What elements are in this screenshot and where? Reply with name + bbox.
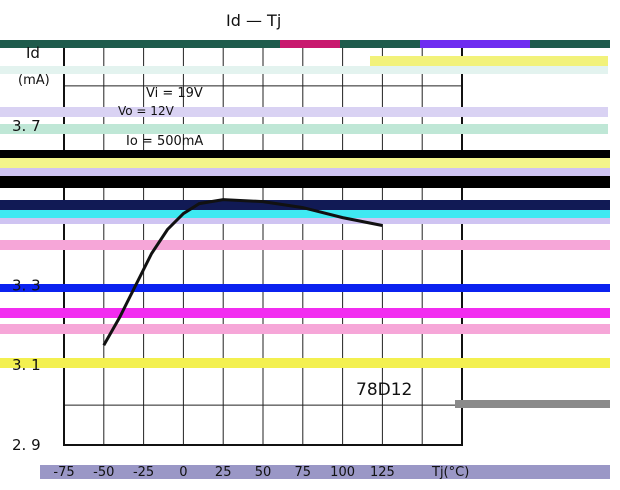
chart-title: Id — Tj (226, 11, 281, 30)
y-axis-unit: (mA) (18, 73, 50, 88)
x-tick-label: 125 (370, 465, 395, 480)
part-label: 78D12 (356, 380, 412, 400)
x-tick-label: 25 (215, 465, 232, 480)
condition-io: Io = 500mA (126, 134, 203, 149)
condition-vi: Vi = 19V (146, 86, 203, 101)
x-axis-label: Tj(°C) (431, 465, 469, 480)
y-tick-label: 3. 7 (12, 117, 41, 135)
x-tick-label: 100 (330, 465, 355, 480)
y-tick-label: 3. 3 (12, 276, 41, 294)
condition-vo: Vo = 12V (118, 104, 175, 118)
x-tick-label: -75 (53, 465, 74, 480)
x-tick-label: 50 (255, 465, 272, 480)
x-tick-label: 0 (179, 465, 187, 480)
x-tick-labels: -75 -50 -25 0 25 50 75 100 125 (53, 465, 394, 480)
id-tj-curve (102, 198, 383, 347)
y-tick-labels: 3. 7 3. 3 3. 1 2. 9 (12, 117, 41, 454)
scan-artifact-bands (0, 40, 610, 479)
y-tick-label: 3. 1 (12, 356, 41, 374)
x-tick-label: -25 (133, 465, 154, 480)
y-tick-label: 2. 9 (12, 436, 41, 454)
x-tick-label: 75 (295, 465, 312, 480)
y-axis-label: Id (26, 44, 40, 62)
x-tick-label: -50 (93, 465, 114, 480)
